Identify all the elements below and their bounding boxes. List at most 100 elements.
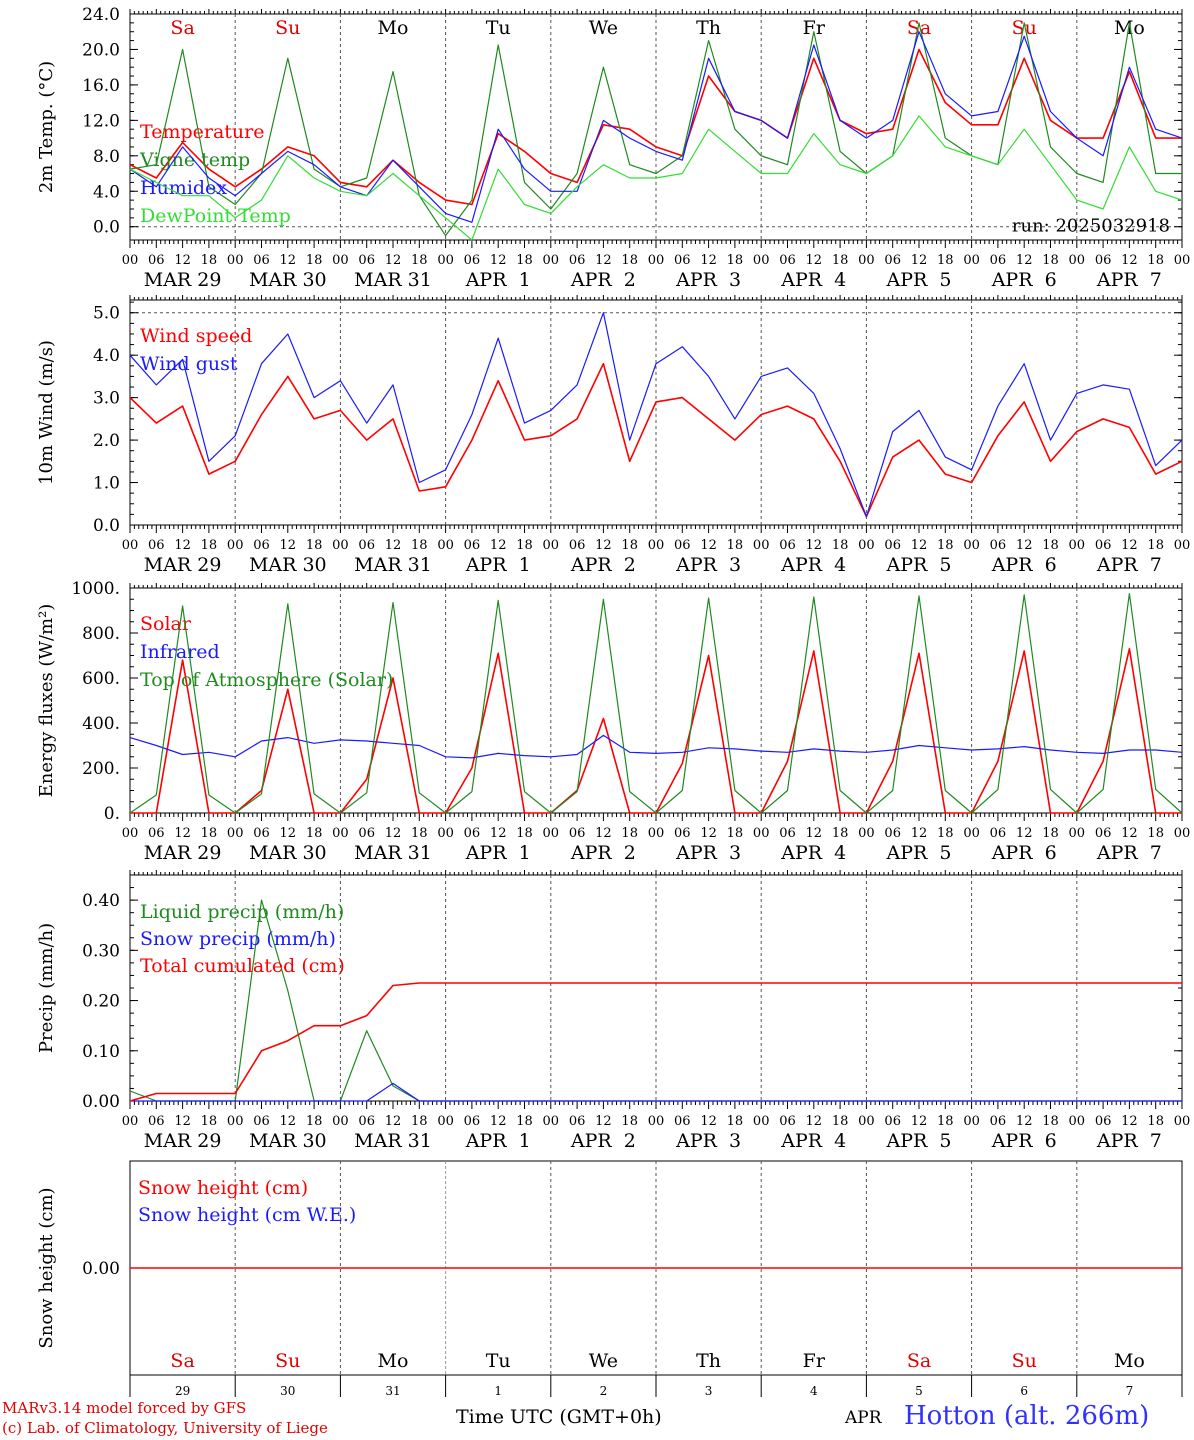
y-tick-label: 0.30 bbox=[82, 941, 120, 961]
hour-label: 00 bbox=[648, 253, 665, 268]
hour-label: 12 bbox=[1121, 253, 1138, 268]
weekday-label: Fr bbox=[803, 1350, 826, 1372]
hour-label: 18 bbox=[1147, 1114, 1164, 1129]
hour-label: 18 bbox=[201, 538, 218, 553]
hour-label: 18 bbox=[516, 253, 533, 268]
hour-label: 00 bbox=[1174, 1114, 1191, 1129]
hour-label: 12 bbox=[1016, 1114, 1033, 1129]
date-label: MAR 30 bbox=[249, 1130, 327, 1152]
hour-label: 18 bbox=[832, 253, 849, 268]
hour-label: 18 bbox=[937, 538, 954, 553]
hour-label: 06 bbox=[148, 253, 165, 268]
hour-label: 18 bbox=[621, 253, 638, 268]
hour-label: 12 bbox=[174, 1114, 191, 1129]
y-tick-label: 0.40 bbox=[82, 891, 120, 911]
hour-label: 12 bbox=[595, 1114, 612, 1129]
y-tick-label: 0.10 bbox=[82, 1042, 120, 1062]
panel-energy: 00 06 12 18 00 06 12 18 00 06 12 18 00 06 12 18 00 06 12 18… bbox=[36, 579, 1190, 864]
hour-label: 12 bbox=[595, 826, 612, 841]
date-label: APR 3 bbox=[675, 554, 741, 576]
y-tick-label: 0.20 bbox=[82, 992, 120, 1012]
hour-label: 00 bbox=[332, 253, 349, 268]
hour-label: 00 bbox=[1069, 826, 1086, 841]
hour-label: 18 bbox=[411, 1114, 428, 1129]
plot-frame bbox=[129, 587, 1183, 814]
series-line-temp-0 bbox=[129, 48, 1182, 206]
hour-label: 00 bbox=[648, 826, 665, 841]
date-label: APR 6 bbox=[991, 1130, 1057, 1152]
date-label: MAR 29 bbox=[144, 1130, 222, 1152]
hour-label: 06 bbox=[990, 826, 1007, 841]
hour-label: 00 bbox=[437, 1114, 454, 1129]
hour-label: 18 bbox=[1147, 538, 1164, 553]
hour-label: 00 bbox=[122, 253, 139, 268]
day-number: 7 bbox=[1126, 1384, 1134, 1398]
hour-label: 18 bbox=[306, 826, 323, 841]
hour-label: 06 bbox=[1095, 826, 1112, 841]
date-label: APR 4 bbox=[780, 554, 846, 576]
station-label: Hotton (alt. 266m) bbox=[904, 1401, 1150, 1431]
hour-label: 00 bbox=[543, 1114, 560, 1129]
hour-label: 00 bbox=[543, 826, 560, 841]
date-label: MAR 30 bbox=[249, 269, 327, 291]
date-label: APR 6 bbox=[991, 554, 1057, 576]
day-number: 1 bbox=[494, 1384, 502, 1398]
y-axis-label: 10m Wind (m/s) bbox=[36, 340, 57, 485]
hour-label: 12 bbox=[700, 1114, 717, 1129]
hour-label: 18 bbox=[832, 1114, 849, 1129]
y-axis-label: Energy fluxes (W/m²) bbox=[36, 604, 57, 798]
date-label: APR 1 bbox=[465, 269, 531, 291]
series-line-temp-3 bbox=[129, 115, 1183, 241]
hour-label: 06 bbox=[674, 253, 691, 268]
hour-label: 12 bbox=[1016, 538, 1033, 553]
hour-label: 12 bbox=[806, 1114, 823, 1129]
hour-label: 18 bbox=[201, 253, 218, 268]
hour-label: 18 bbox=[937, 253, 954, 268]
day-number: 3 bbox=[705, 1384, 713, 1398]
series-line-temp-2 bbox=[129, 31, 1183, 223]
date-label: MAR 31 bbox=[354, 1130, 432, 1152]
hour-label: 12 bbox=[911, 253, 928, 268]
weekday-label: Su bbox=[275, 1350, 300, 1372]
date-label: APR 3 bbox=[675, 1130, 741, 1152]
hour-label: 12 bbox=[595, 538, 612, 553]
hour-label: 00 bbox=[227, 538, 244, 553]
hour-label: 12 bbox=[911, 826, 928, 841]
hour-label: 18 bbox=[306, 538, 323, 553]
date-label: APR 6 bbox=[991, 842, 1057, 864]
hour-label: 00 bbox=[1069, 1114, 1086, 1129]
hour-label: 00 bbox=[858, 826, 875, 841]
y-tick-label: 400. bbox=[82, 714, 120, 734]
hour-label: 00 bbox=[1174, 538, 1191, 553]
y-axis-label: Precip (mm/h) bbox=[36, 923, 57, 1053]
day-number: 31 bbox=[385, 1384, 400, 1398]
hour-label: 00 bbox=[963, 538, 980, 553]
hour-label: 12 bbox=[280, 826, 297, 841]
hour-label: 12 bbox=[385, 538, 402, 553]
hour-label: 12 bbox=[806, 253, 823, 268]
day-number: 4 bbox=[810, 1384, 818, 1398]
hour-label: 00 bbox=[753, 1114, 770, 1129]
hour-label: 00 bbox=[332, 538, 349, 553]
y-tick-label: 20.0 bbox=[82, 40, 120, 60]
hour-label: 18 bbox=[832, 538, 849, 553]
hour-label: 00 bbox=[963, 1114, 980, 1129]
legend-entry: Wind speed bbox=[140, 325, 252, 347]
hour-label: 00 bbox=[963, 826, 980, 841]
hour-label: 12 bbox=[595, 253, 612, 268]
y-tick-label: 4.0 bbox=[93, 182, 120, 202]
legend-entry: Total cumulated (cm) bbox=[140, 955, 345, 977]
hour-label: 18 bbox=[306, 253, 323, 268]
date-label: APR 4 bbox=[780, 842, 846, 864]
y-tick-label: 24.0 bbox=[82, 5, 120, 25]
hour-label: 18 bbox=[937, 1114, 954, 1129]
date-label: MAR 31 bbox=[354, 842, 432, 864]
legend-entry: Top of Atmosphere (Solar) bbox=[140, 669, 393, 691]
hour-label: 06 bbox=[253, 1114, 270, 1129]
series-line-energy-2 bbox=[129, 592, 1183, 814]
hour-label: 00 bbox=[543, 538, 560, 553]
date-label: APR 3 bbox=[675, 842, 741, 864]
weekday-label: Sa bbox=[170, 17, 194, 39]
time-axis-label: Time UTC (GMT+0h) bbox=[456, 1406, 662, 1428]
date-label: APR 7 bbox=[1096, 1130, 1162, 1152]
